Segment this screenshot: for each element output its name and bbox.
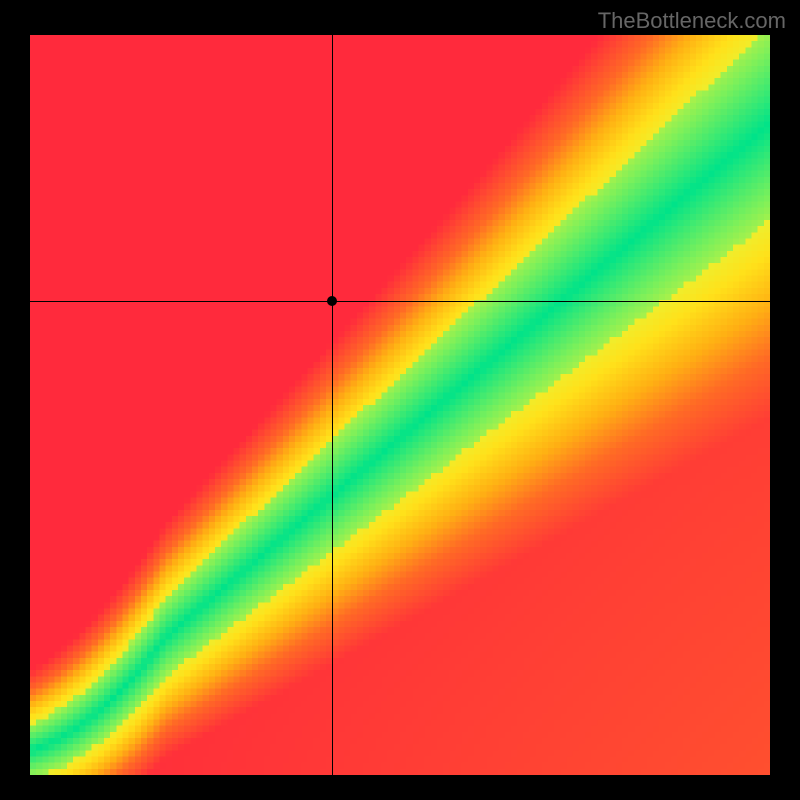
crosshair-horizontal (30, 301, 770, 302)
watermark-text: TheBottleneck.com (598, 8, 786, 34)
heatmap-canvas (30, 35, 770, 775)
crosshair-marker (327, 296, 337, 306)
crosshair-vertical (332, 35, 333, 775)
bottleneck-heatmap (30, 35, 770, 775)
